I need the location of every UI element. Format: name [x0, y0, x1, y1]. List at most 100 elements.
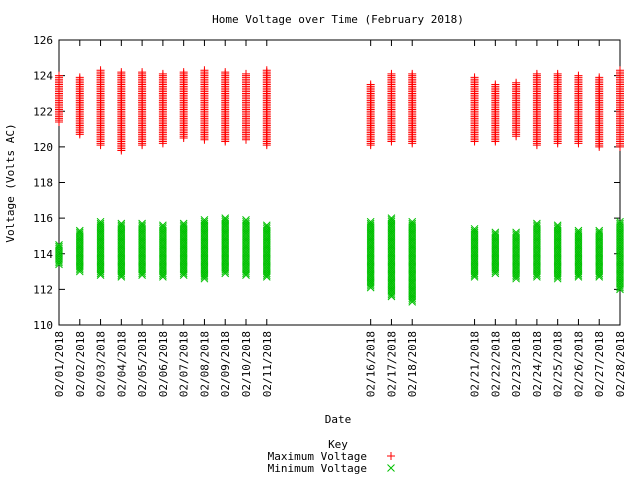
- min-voltage-point: [262, 221, 271, 230]
- y-tick-label: 120: [33, 141, 53, 154]
- y-tick-label: 118: [33, 177, 53, 190]
- min-voltage-point: [242, 216, 250, 224]
- min-voltage-point: [221, 214, 230, 222]
- chart-title: Home Voltage over Time (February 2018): [212, 13, 464, 26]
- min-voltage-point: [159, 224, 167, 233]
- max-voltage-point: [366, 80, 375, 89]
- min-voltage-point: [159, 223, 167, 231]
- max-voltage-point: [595, 73, 604, 82]
- max-voltage-point: [55, 71, 63, 80]
- max-voltage-point: [262, 66, 271, 75]
- min-voltage-point: [262, 224, 271, 233]
- x-tick-label: 02/01/2018: [53, 331, 66, 397]
- x-tick-label: 02/02/2018: [74, 331, 87, 397]
- min-voltage-point: [470, 224, 479, 233]
- min-voltage-point: [512, 232, 520, 240]
- legend: Key Maximum Voltage Minimum Voltage: [268, 438, 395, 475]
- x-tick-label: 02/24/2018: [531, 331, 544, 397]
- x-tick-label: 02/23/2018: [510, 331, 523, 397]
- y-tick-label: 112: [33, 283, 53, 296]
- min-voltage-point: [179, 223, 188, 231]
- min-voltage-point: [138, 221, 146, 230]
- min-voltage-point: [470, 226, 479, 235]
- legend-label-minimum: Minimum Voltage: [268, 462, 367, 475]
- min-voltage-point: [242, 217, 250, 226]
- min-voltage-point: [387, 217, 396, 226]
- x-tick-label: 02/22/2018: [489, 331, 502, 397]
- min-voltage-point: [574, 228, 583, 237]
- y-tick-label: 126: [33, 34, 53, 47]
- x-tick-label: 02/17/2018: [385, 331, 398, 397]
- legend-marker-plus: [387, 452, 395, 460]
- min-voltage-point: [96, 221, 105, 230]
- min-voltage-point: [179, 219, 188, 228]
- min-voltage-point: [55, 244, 63, 253]
- min-voltage-point: [491, 232, 500, 240]
- min-voltage-point: [200, 219, 209, 228]
- y-tick-label: 114: [33, 248, 53, 261]
- min-voltage-point: [200, 217, 209, 226]
- x-tick-label: 02/26/2018: [572, 331, 585, 397]
- x-axis-ticks: 02/01/2018 02/02/2018 02/03/2018 02/04/2018…: [53, 40, 627, 397]
- min-voltage-point: [138, 223, 146, 231]
- x-tick-label: 02/28/2018: [614, 331, 627, 397]
- min-voltage-point: [408, 221, 417, 230]
- y-tick-label: 116: [33, 212, 53, 225]
- y-axis-ticks: 110 112 114 116 118 120 122 124 126: [33, 34, 620, 332]
- x-tick-label: 02/16/2018: [365, 331, 378, 397]
- max-voltage-point: [491, 80, 500, 89]
- min-voltage-point: [117, 223, 126, 231]
- min-voltage-point: [117, 221, 126, 230]
- x-tick-label: 02/07/2018: [178, 331, 191, 397]
- x-tick-label: 02/05/2018: [136, 331, 149, 397]
- min-voltage-point: [595, 230, 604, 239]
- max-voltage-point: [408, 69, 417, 78]
- max-voltage-point: [532, 69, 541, 78]
- min-voltage-point: [491, 230, 500, 239]
- legend-label-maximum: Maximum Voltage: [268, 450, 367, 463]
- min-voltage-point: [366, 221, 375, 230]
- max-voltage-point: [158, 69, 167, 78]
- min-voltage-point: [595, 228, 604, 237]
- min-voltage-point: [616, 219, 624, 228]
- min-voltage-point: [366, 217, 375, 226]
- max-voltage-point: [553, 69, 562, 78]
- legend-plus-marker: [387, 452, 395, 460]
- min-voltage-point: [55, 242, 63, 251]
- min-voltage-point: [408, 217, 417, 226]
- x-tick-label: 02/04/2018: [115, 331, 128, 397]
- x-tick-label: 02/10/2018: [240, 331, 253, 397]
- min-voltage-point: [491, 228, 500, 237]
- max-voltage-point: [574, 71, 583, 80]
- min-voltage-point: [512, 230, 520, 239]
- min-voltage-point: [533, 221, 541, 230]
- y-tick-label: 124: [33, 70, 53, 83]
- legend-title: Key: [328, 438, 348, 451]
- x-tick-label: 02/18/2018: [406, 331, 419, 397]
- x-tick-label: 02/09/2018: [219, 331, 232, 397]
- series-maximum-voltage: [55, 66, 624, 155]
- y-axis-label: Voltage (Volts AC): [4, 123, 17, 242]
- min-voltage-point: [366, 219, 375, 228]
- series-minimum-voltage: [55, 214, 624, 306]
- x-tick-label: 02/21/2018: [469, 331, 482, 397]
- min-voltage-point: [117, 219, 126, 228]
- max-voltage-point: [117, 68, 126, 77]
- legend-cross-marker: [387, 464, 395, 472]
- min-voltage-point: [553, 224, 562, 233]
- min-voltage-point: [138, 219, 146, 228]
- max-voltage-point: [75, 73, 84, 82]
- x-axis-label: Date: [325, 413, 352, 426]
- max-voltage-point: [179, 68, 188, 77]
- min-voltage-point: [96, 219, 105, 228]
- min-voltage-point: [221, 217, 230, 226]
- legend-marker-cross: [387, 464, 395, 472]
- min-voltage-point: [179, 221, 188, 230]
- min-voltage-point: [574, 226, 583, 235]
- min-voltage-point: [75, 226, 84, 235]
- min-voltage-point: [75, 228, 84, 237]
- max-voltage-point: [616, 66, 624, 75]
- max-voltage-point: [221, 68, 230, 77]
- max-voltage-point: [242, 69, 250, 78]
